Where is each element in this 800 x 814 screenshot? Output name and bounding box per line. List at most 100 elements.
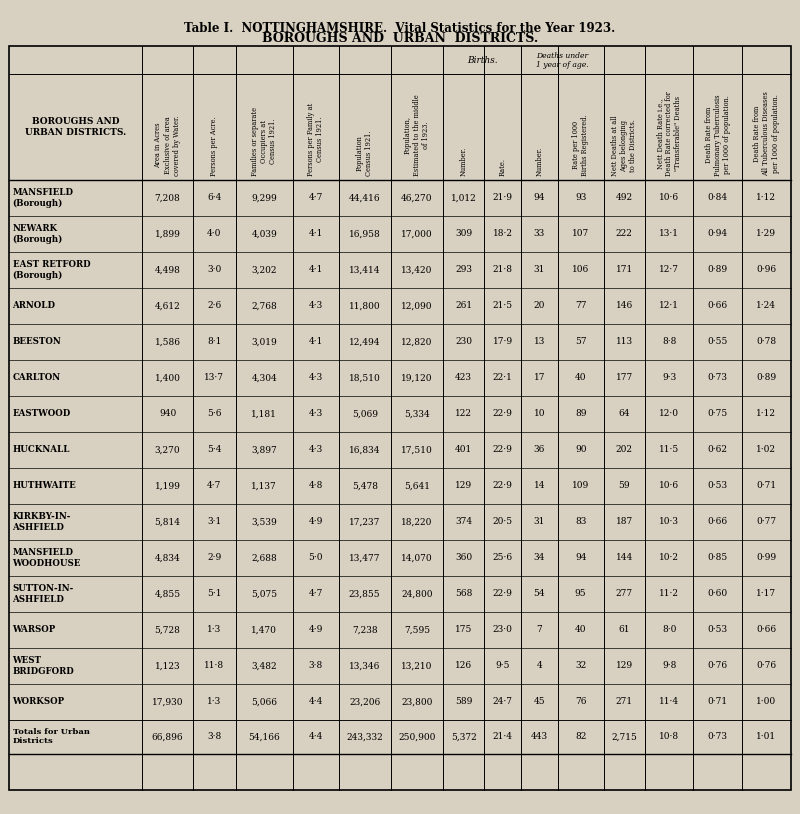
Text: 20: 20 bbox=[534, 301, 545, 310]
Text: 10·2: 10·2 bbox=[659, 554, 679, 562]
Text: 1·02: 1·02 bbox=[756, 445, 776, 454]
Text: 9·3: 9·3 bbox=[662, 374, 676, 383]
Text: 0·53: 0·53 bbox=[708, 481, 728, 490]
Text: 13·1: 13·1 bbox=[659, 230, 679, 239]
Text: 93: 93 bbox=[575, 194, 586, 203]
Text: 1,400: 1,400 bbox=[154, 374, 181, 383]
Text: 5,075: 5,075 bbox=[251, 589, 278, 598]
Text: 11·8: 11·8 bbox=[204, 661, 224, 671]
Text: 23·0: 23·0 bbox=[493, 625, 513, 634]
Text: 77: 77 bbox=[575, 301, 586, 310]
Text: 17,237: 17,237 bbox=[349, 518, 380, 527]
Text: 2,688: 2,688 bbox=[251, 554, 277, 562]
Text: 22·9: 22·9 bbox=[493, 481, 513, 490]
Text: 94: 94 bbox=[575, 554, 586, 562]
Text: 0·94: 0·94 bbox=[708, 230, 728, 239]
Text: 54: 54 bbox=[534, 589, 545, 598]
Text: 0·85: 0·85 bbox=[708, 554, 728, 562]
Text: 8·8: 8·8 bbox=[662, 337, 676, 346]
Text: 1,470: 1,470 bbox=[251, 625, 278, 634]
Text: 222: 222 bbox=[616, 230, 633, 239]
Text: 3·8: 3·8 bbox=[207, 733, 222, 742]
Text: 17,000: 17,000 bbox=[401, 230, 433, 239]
Text: 4,304: 4,304 bbox=[251, 374, 277, 383]
Text: 1,181: 1,181 bbox=[251, 409, 278, 418]
Text: 59: 59 bbox=[618, 481, 630, 490]
Text: 423: 423 bbox=[455, 374, 472, 383]
Text: 23,800: 23,800 bbox=[402, 698, 433, 707]
Text: 9,299: 9,299 bbox=[251, 194, 277, 203]
Text: 11,800: 11,800 bbox=[349, 301, 381, 310]
Text: 5,641: 5,641 bbox=[404, 481, 430, 490]
Text: 13,420: 13,420 bbox=[402, 265, 433, 274]
Text: 46,270: 46,270 bbox=[402, 194, 433, 203]
Text: 31: 31 bbox=[534, 518, 545, 527]
Text: 82: 82 bbox=[575, 733, 586, 742]
Text: 175: 175 bbox=[455, 625, 473, 634]
Text: 23,855: 23,855 bbox=[349, 589, 381, 598]
Text: 1·24: 1·24 bbox=[756, 301, 776, 310]
Text: 4·1: 4·1 bbox=[309, 230, 323, 239]
Text: Population,
Estimated to the middle
of 1923.: Population, Estimated to the middle of 1… bbox=[404, 94, 430, 176]
Text: 4·8: 4·8 bbox=[309, 481, 323, 490]
Text: 44,416: 44,416 bbox=[349, 194, 381, 203]
Text: ARNOLD: ARNOLD bbox=[13, 301, 55, 310]
Text: 0·77: 0·77 bbox=[756, 518, 777, 527]
Text: 94: 94 bbox=[534, 194, 545, 203]
Text: 11·2: 11·2 bbox=[659, 589, 679, 598]
Text: 24·7: 24·7 bbox=[493, 698, 513, 707]
Text: 146: 146 bbox=[615, 301, 633, 310]
Text: Births.: Births. bbox=[466, 55, 498, 64]
Text: 12,494: 12,494 bbox=[349, 337, 381, 346]
Text: 4,855: 4,855 bbox=[154, 589, 181, 598]
Text: 4,612: 4,612 bbox=[154, 301, 181, 310]
Text: 1·17: 1·17 bbox=[756, 589, 777, 598]
Text: 1,199: 1,199 bbox=[154, 481, 181, 490]
Text: 243,332: 243,332 bbox=[346, 733, 383, 742]
Text: 22·9: 22·9 bbox=[493, 445, 513, 454]
Text: 171: 171 bbox=[615, 265, 633, 274]
Text: 57: 57 bbox=[575, 337, 586, 346]
Text: 261: 261 bbox=[455, 301, 472, 310]
Text: 21·9: 21·9 bbox=[493, 194, 513, 203]
Text: 4·7: 4·7 bbox=[309, 589, 323, 598]
Text: 45: 45 bbox=[534, 698, 545, 707]
Text: Families or separate
Occupiers at
Census 1921.: Families or separate Occupiers at Census… bbox=[251, 107, 278, 176]
Text: 13: 13 bbox=[534, 337, 545, 346]
Text: 1·29: 1·29 bbox=[756, 230, 776, 239]
Text: 10·3: 10·3 bbox=[659, 518, 679, 527]
Text: MANSFIELD
(Borough): MANSFIELD (Borough) bbox=[13, 188, 74, 208]
Text: 10: 10 bbox=[534, 409, 545, 418]
Text: 3·1: 3·1 bbox=[207, 518, 222, 527]
Text: 5,478: 5,478 bbox=[352, 481, 378, 490]
Text: 3,202: 3,202 bbox=[251, 265, 277, 274]
Text: 5·1: 5·1 bbox=[207, 589, 222, 598]
Text: 177: 177 bbox=[615, 374, 633, 383]
Bar bbox=[10, 46, 790, 180]
Text: 10·8: 10·8 bbox=[659, 733, 679, 742]
Text: BOROUGHS AND
URBAN DISTRICTS.: BOROUGHS AND URBAN DISTRICTS. bbox=[26, 117, 126, 137]
Text: 34: 34 bbox=[534, 554, 545, 562]
Text: 0·76: 0·76 bbox=[756, 661, 777, 671]
Text: 0·55: 0·55 bbox=[707, 337, 728, 346]
Text: 4·9: 4·9 bbox=[309, 625, 323, 634]
Text: 18,220: 18,220 bbox=[402, 518, 433, 527]
Text: 12·1: 12·1 bbox=[659, 301, 679, 310]
Text: 18,510: 18,510 bbox=[349, 374, 381, 383]
Text: 17,930: 17,930 bbox=[152, 698, 183, 707]
Text: 4·4: 4·4 bbox=[309, 698, 323, 707]
Text: 0·75: 0·75 bbox=[708, 409, 728, 418]
Text: Table I.  NOTTINGHAMSHIRE.  Vital Statistics for the Year 1923.: Table I. NOTTINGHAMSHIRE. Vital Statisti… bbox=[184, 22, 616, 35]
Text: 940: 940 bbox=[159, 409, 176, 418]
Text: 3,897: 3,897 bbox=[251, 445, 277, 454]
Text: CARLTON: CARLTON bbox=[13, 374, 61, 383]
Text: 4·3: 4·3 bbox=[309, 374, 322, 383]
Text: Death Rate from
All Tuberculous Diseases
per 1000 of population.: Death Rate from All Tuberculous Diseases… bbox=[753, 91, 779, 176]
Text: 22·1: 22·1 bbox=[493, 374, 513, 383]
Text: 24,800: 24,800 bbox=[402, 589, 433, 598]
Text: 4·3: 4·3 bbox=[309, 445, 322, 454]
Text: 4·7: 4·7 bbox=[207, 481, 222, 490]
Text: 11·5: 11·5 bbox=[659, 445, 679, 454]
Text: EAST RETFORD
(Borough): EAST RETFORD (Borough) bbox=[13, 260, 90, 280]
Text: KIRKBY-IN-
ASHFIELD: KIRKBY-IN- ASHFIELD bbox=[13, 512, 71, 532]
